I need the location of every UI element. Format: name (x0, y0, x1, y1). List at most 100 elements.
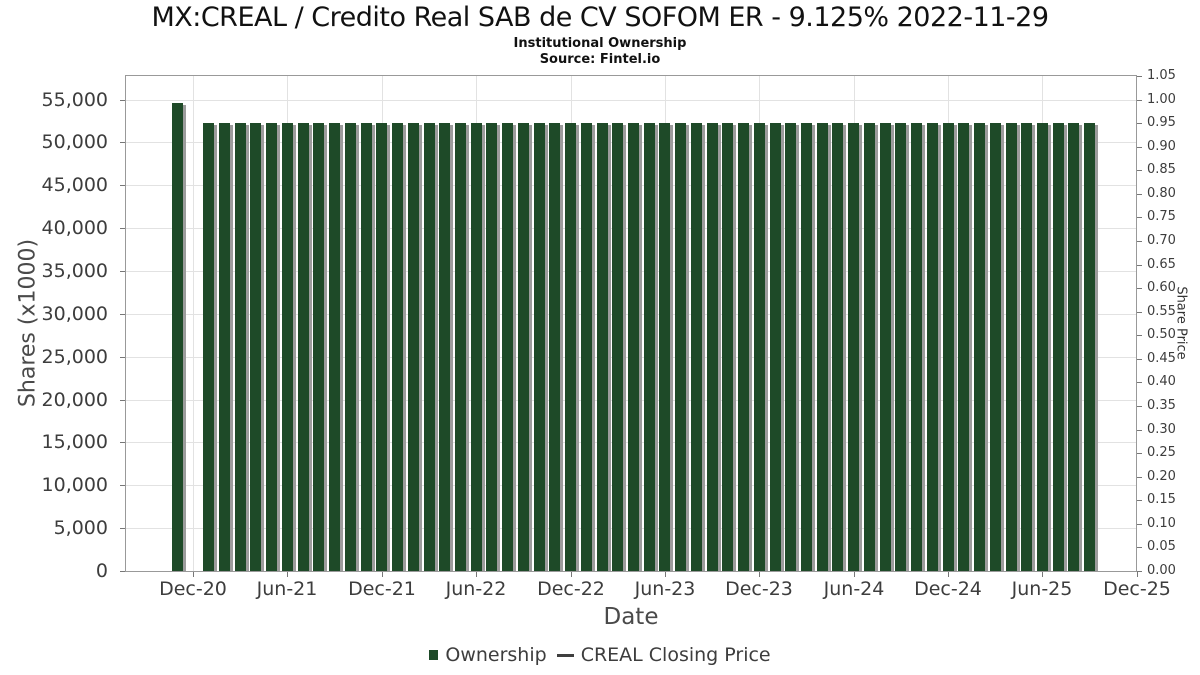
y-left-tick (120, 528, 125, 529)
bar (1052, 123, 1064, 571)
y-right-tick-label: 0.60 (1147, 280, 1176, 295)
legend-item-closing-price: CREAL Closing Price (556, 644, 771, 666)
horizontal-gridline (126, 100, 1136, 101)
bar (1021, 123, 1033, 571)
x-tick (382, 572, 383, 577)
bar (234, 123, 246, 571)
y-right-tick (1137, 453, 1142, 454)
y-left-tick (120, 357, 125, 358)
y-left-tick (120, 142, 125, 143)
y-right-tick (1137, 312, 1142, 313)
y-right-tick (1137, 477, 1142, 478)
bar (690, 123, 702, 571)
x-tick-label: Dec-25 (1103, 578, 1171, 600)
y-right-tick (1137, 547, 1142, 548)
y-right-tick-label: 0.10 (1147, 516, 1176, 531)
bar (612, 123, 624, 571)
y-right-tick (1137, 382, 1142, 383)
y-right-tick (1137, 571, 1142, 572)
plot-area (125, 75, 1137, 572)
y-right-tick (1137, 335, 1142, 336)
y-right-tick (1137, 359, 1142, 360)
y-right-tick (1137, 100, 1142, 101)
y-right-tick-label: 0.95 (1147, 115, 1176, 130)
x-tick-label: Dec-24 (914, 578, 982, 600)
bar (203, 123, 215, 571)
bar (706, 123, 718, 571)
bar (454, 123, 466, 571)
y-left-tick (120, 442, 125, 443)
bar (911, 123, 923, 571)
y-left-tick-label: 30,000 (41, 303, 108, 325)
y-right-tick (1137, 147, 1142, 148)
y-left-tick (120, 185, 125, 186)
x-tick (665, 572, 666, 577)
y-right-tick (1137, 194, 1142, 195)
bar (407, 123, 419, 571)
y-right-tick-label: 0.25 (1147, 445, 1176, 460)
y-left-tick-label: 10,000 (41, 474, 108, 496)
y-right-tick-label: 0.65 (1147, 257, 1176, 272)
x-tick-label: Dec-21 (348, 578, 416, 600)
bar (926, 123, 938, 571)
y-left-tick (120, 400, 125, 401)
bar (313, 123, 325, 571)
chart-title: MX:CREAL / Credito Real SAB de CV SOFOM … (151, 2, 1049, 33)
bar (1005, 123, 1017, 571)
x-tick-label: Jun-22 (445, 578, 507, 600)
y-left-tick (120, 100, 125, 101)
y-right-tick-label: 0.20 (1147, 469, 1176, 484)
y-right-tick (1137, 500, 1142, 501)
bar (769, 123, 781, 571)
y-right-tick (1137, 170, 1142, 171)
y-right-tick-label: 0.80 (1147, 186, 1176, 201)
y-right-tick-label: 0.35 (1147, 398, 1176, 413)
y-right-tick-label: 0.45 (1147, 351, 1176, 366)
y-right-tick-label: 1.00 (1147, 92, 1176, 107)
y-left-tick-label: 0 (95, 560, 108, 582)
y-right-tick (1137, 430, 1142, 431)
y-right-tick-label: 0.15 (1147, 492, 1176, 507)
bar (942, 123, 954, 571)
bar (517, 123, 529, 571)
x-axis-title: Date (603, 604, 659, 630)
x-tick-label: Dec-20 (159, 578, 227, 600)
x-tick (1042, 572, 1043, 577)
x-tick-label: Dec-22 (537, 578, 605, 600)
bar (502, 123, 514, 571)
bar (596, 123, 608, 571)
bar (801, 123, 812, 571)
x-tick-label: Jun-24 (823, 578, 885, 600)
bar (958, 123, 970, 571)
y-left-tick-label: 40,000 (41, 217, 108, 239)
bar (297, 123, 309, 571)
bar (816, 123, 828, 571)
y-left-tick (120, 228, 125, 229)
bar (250, 123, 262, 571)
y-right-tick (1137, 123, 1142, 124)
bar (329, 123, 341, 571)
bar (722, 123, 734, 571)
y-left-tick-label: 55,000 (41, 89, 108, 111)
y-right-tick (1137, 524, 1142, 525)
x-tick (1137, 572, 1138, 577)
y-right-tick (1137, 265, 1142, 266)
y-left-tick-label: 45,000 (41, 174, 108, 196)
vertical-gridline (193, 76, 194, 571)
bar (832, 123, 844, 571)
bar (266, 123, 278, 571)
y-right-tick-label: 0.90 (1147, 139, 1176, 154)
y-right-tick-label: 0.00 (1147, 563, 1176, 578)
bar (989, 123, 1001, 571)
y-right-tick (1137, 288, 1142, 289)
legend-label-ownership: Ownership (445, 644, 547, 666)
y-right-tick-label: 0.70 (1147, 233, 1176, 248)
bar (753, 123, 765, 571)
bar (1036, 123, 1048, 571)
bar (565, 123, 576, 571)
y-left-tick (120, 314, 125, 315)
y-left-tick (120, 271, 125, 272)
y-right-tick-label: 1.05 (1147, 68, 1176, 83)
bar (392, 123, 403, 571)
bar (659, 123, 671, 571)
